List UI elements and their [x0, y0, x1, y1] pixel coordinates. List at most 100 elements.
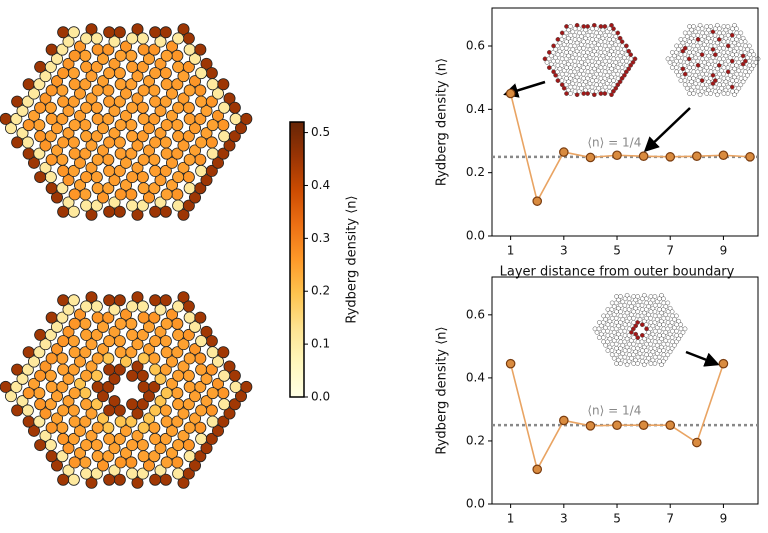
atom: [90, 130, 103, 143]
atom: [591, 66, 597, 72]
atom: [113, 26, 126, 39]
atom: [637, 317, 643, 322]
atom: [165, 447, 178, 460]
atom: [684, 85, 690, 91]
atom: [228, 398, 241, 411]
atom: [5, 122, 17, 135]
atom: [627, 341, 632, 347]
atom: [706, 27, 712, 33]
atom: [594, 56, 599, 62]
atom: [622, 307, 628, 312]
atom: [137, 182, 150, 195]
atom: [103, 26, 116, 39]
atom: [27, 424, 40, 437]
atom: [142, 390, 155, 403]
atom: [67, 432, 80, 445]
atom: [601, 328, 606, 334]
atom: [11, 136, 24, 149]
atom: [734, 45, 740, 51]
atom: [670, 328, 675, 334]
atom: [648, 341, 653, 347]
atom: [555, 52, 561, 58]
atom: [114, 415, 127, 428]
atom: [614, 345, 619, 351]
atom: [732, 22, 737, 28]
atom: [120, 109, 133, 122]
atom: [598, 39, 604, 45]
atom: [589, 32, 595, 38]
atom: [616, 297, 621, 303]
atom: [583, 79, 589, 85]
atom: [159, 294, 172, 307]
atom: [576, 78, 582, 83]
atom: [559, 30, 565, 36]
atom: [228, 101, 241, 114]
atom: [704, 65, 710, 70]
atom: [91, 153, 104, 166]
atom: [113, 335, 126, 348]
atom: [661, 341, 667, 347]
atom: [188, 122, 201, 135]
atom: [581, 91, 587, 96]
atom: [607, 52, 612, 58]
plot-frame: [491, 276, 759, 505]
atom: [615, 65, 621, 70]
atom: [183, 421, 196, 434]
atom: [596, 34, 601, 39]
atom: [727, 72, 733, 78]
atom: [154, 104, 167, 117]
x-tick-label: 5: [613, 512, 621, 526]
atom: [217, 415, 230, 428]
atom: [39, 338, 52, 351]
atom: [195, 67, 208, 80]
atom: [126, 439, 139, 452]
atom: [572, 62, 578, 68]
atom: [45, 153, 58, 166]
atom: [665, 56, 671, 62]
atom: [125, 346, 138, 359]
atom: [194, 182, 207, 195]
atom: [611, 355, 617, 361]
atom: [188, 320, 201, 333]
atom: [79, 346, 92, 359]
atom: [22, 346, 35, 359]
atom: [708, 24, 714, 29]
atom: [657, 322, 662, 328]
atom: [172, 32, 185, 45]
atom: [598, 71, 603, 77]
atom: [22, 78, 35, 91]
atom: [34, 101, 47, 114]
atom: [710, 47, 716, 52]
atom: [551, 69, 556, 75]
atom: [583, 27, 589, 33]
atom: [102, 380, 115, 393]
atom: [676, 47, 681, 52]
atom: [79, 188, 92, 201]
atom: [126, 398, 139, 411]
atom: [648, 345, 654, 351]
atom: [183, 153, 196, 166]
atom: [729, 58, 735, 64]
atom: [62, 196, 75, 209]
atom: [678, 37, 684, 42]
atom: [182, 439, 195, 452]
atom: [614, 309, 619, 315]
atom: [609, 40, 614, 46]
atom: [74, 308, 87, 321]
atom: [652, 354, 658, 360]
atom: [669, 50, 675, 55]
atom: [229, 112, 242, 125]
atom: [665, 315, 671, 321]
atom: [684, 59, 690, 65]
atom: [734, 78, 739, 83]
colorbar-tick-label: 0.4: [311, 178, 330, 192]
atom: [137, 311, 150, 324]
atom: [79, 317, 92, 330]
atom: [165, 377, 178, 390]
atom: [160, 147, 173, 160]
colorbar: [289, 121, 305, 398]
atom: [102, 112, 115, 125]
data-point: [559, 415, 569, 426]
atom: [177, 291, 190, 304]
atom: [149, 95, 162, 108]
